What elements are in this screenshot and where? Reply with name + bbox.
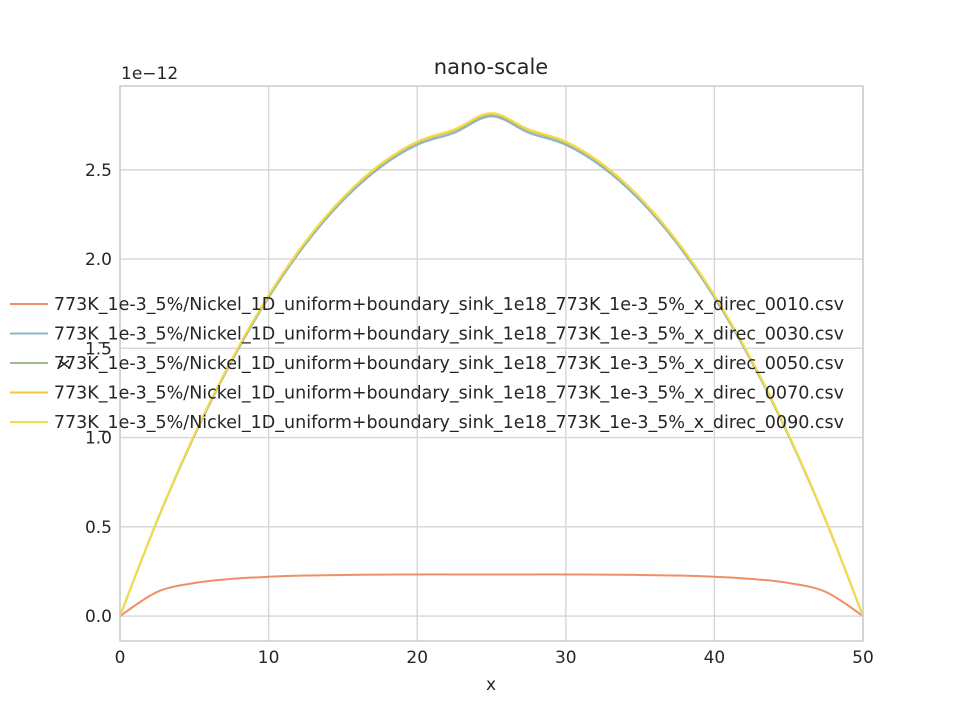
- grid: [119, 86, 864, 641]
- x-tick-label: 20: [406, 648, 428, 668]
- plot-frame: [119, 85, 864, 642]
- series-line-1: [119, 573, 864, 617]
- y-tick-label: 1.0: [85, 429, 112, 449]
- y-tick-label: 2.0: [85, 250, 112, 270]
- x-tick-label: 0: [115, 648, 126, 668]
- y-offset-label: 1e−12: [121, 64, 178, 84]
- legend-entry: 773K_1e-3_5%/Nickel_1D_uniform+boundary_…: [54, 295, 844, 315]
- chart-title: nano-scale: [434, 55, 548, 79]
- y-tick-label: 2.5: [85, 161, 112, 181]
- x-tick-label: 40: [704, 648, 726, 668]
- series-lines: [119, 112, 864, 617]
- legend-entry: 773K_1e-3_5%/Nickel_1D_uniform+boundary_…: [54, 354, 844, 374]
- legend: 773K_1e-3_5%/Nickel_1D_uniform+boundary_…: [10, 295, 844, 433]
- x-tick-label: 30: [555, 648, 577, 668]
- x-axis-label: x: [486, 675, 496, 695]
- y-tick-label: 0.5: [85, 518, 112, 538]
- y-tick-label: 1.5: [85, 339, 112, 359]
- legend-entry: 773K_1e-3_5%/Nickel_1D_uniform+boundary_…: [54, 325, 844, 345]
- y-tick-label: 0.0: [85, 607, 112, 627]
- y-tick-labels: 0.0 0.5 1.0 1.5 2.0 2.5: [85, 161, 112, 627]
- series-line-5: [119, 112, 864, 617]
- y-axis-label: x: [54, 359, 74, 369]
- legend-entry: 773K_1e-3_5%/Nickel_1D_uniform+boundary_…: [54, 413, 844, 433]
- x-tick-labels: 0 10 20 30 40 50: [115, 648, 874, 668]
- x-tick-label: 50: [852, 648, 874, 668]
- legend-entry: 773K_1e-3_5%/Nickel_1D_uniform+boundary_…: [54, 384, 844, 404]
- x-tick-label: 10: [258, 648, 280, 668]
